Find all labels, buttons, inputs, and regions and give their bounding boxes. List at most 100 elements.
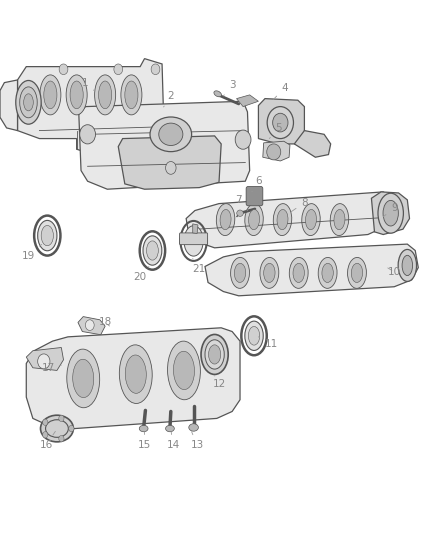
Ellipse shape: [125, 355, 146, 393]
Polygon shape: [294, 131, 331, 157]
Ellipse shape: [234, 263, 246, 282]
Text: 21: 21: [193, 259, 206, 274]
Ellipse shape: [167, 341, 201, 400]
Ellipse shape: [40, 75, 61, 115]
Circle shape: [69, 425, 74, 432]
Circle shape: [85, 320, 94, 330]
Text: 10: 10: [388, 267, 401, 277]
Ellipse shape: [305, 209, 317, 230]
Polygon shape: [237, 95, 258, 107]
Ellipse shape: [73, 359, 94, 398]
Ellipse shape: [159, 123, 183, 146]
Circle shape: [59, 415, 64, 422]
Ellipse shape: [230, 257, 250, 288]
Ellipse shape: [216, 204, 235, 236]
Ellipse shape: [347, 257, 367, 288]
Polygon shape: [371, 192, 410, 235]
Polygon shape: [118, 136, 221, 189]
FancyBboxPatch shape: [246, 187, 263, 206]
Circle shape: [80, 125, 95, 144]
Polygon shape: [258, 99, 304, 144]
Ellipse shape: [245, 204, 263, 236]
Ellipse shape: [66, 75, 87, 115]
Ellipse shape: [99, 81, 112, 109]
Ellipse shape: [334, 209, 345, 230]
Circle shape: [42, 419, 48, 425]
Ellipse shape: [248, 209, 260, 230]
Ellipse shape: [318, 257, 337, 288]
Ellipse shape: [150, 117, 192, 152]
Text: 7: 7: [235, 195, 247, 211]
Circle shape: [38, 354, 50, 369]
Ellipse shape: [125, 81, 138, 109]
Polygon shape: [193, 224, 198, 233]
Ellipse shape: [201, 335, 228, 374]
Circle shape: [166, 161, 176, 174]
Ellipse shape: [20, 87, 37, 118]
Ellipse shape: [205, 340, 224, 369]
Ellipse shape: [264, 263, 275, 282]
Circle shape: [42, 432, 48, 438]
Ellipse shape: [383, 200, 399, 226]
Polygon shape: [26, 348, 64, 370]
Ellipse shape: [146, 241, 158, 260]
Ellipse shape: [40, 415, 74, 442]
Ellipse shape: [378, 193, 403, 233]
Circle shape: [235, 130, 251, 149]
Ellipse shape: [16, 80, 41, 124]
Ellipse shape: [260, 257, 279, 288]
Polygon shape: [263, 141, 290, 161]
Ellipse shape: [121, 75, 142, 115]
Text: 8: 8: [291, 198, 308, 212]
Polygon shape: [186, 192, 394, 248]
Ellipse shape: [330, 204, 349, 236]
Ellipse shape: [237, 210, 244, 216]
Text: 13: 13: [191, 432, 204, 450]
Ellipse shape: [302, 204, 320, 236]
Text: 3: 3: [223, 80, 236, 96]
Ellipse shape: [398, 249, 417, 281]
Text: 17: 17: [42, 363, 61, 373]
Ellipse shape: [184, 226, 203, 256]
Circle shape: [151, 64, 160, 75]
Text: 20: 20: [134, 266, 149, 282]
Polygon shape: [78, 317, 105, 335]
Text: 15: 15: [138, 432, 151, 450]
Ellipse shape: [173, 351, 194, 390]
Text: 2: 2: [163, 91, 174, 107]
Polygon shape: [205, 244, 418, 296]
Circle shape: [59, 64, 68, 75]
FancyBboxPatch shape: [180, 233, 208, 245]
Ellipse shape: [44, 81, 57, 109]
Ellipse shape: [214, 91, 222, 97]
Ellipse shape: [402, 255, 413, 276]
Text: 19: 19: [22, 244, 42, 261]
Ellipse shape: [245, 321, 263, 351]
Ellipse shape: [220, 209, 231, 230]
Ellipse shape: [38, 221, 57, 251]
Circle shape: [59, 435, 64, 442]
Ellipse shape: [95, 75, 116, 115]
Ellipse shape: [70, 81, 83, 109]
Ellipse shape: [67, 349, 100, 408]
Ellipse shape: [273, 204, 292, 236]
Ellipse shape: [119, 345, 152, 403]
Text: 16: 16: [39, 431, 55, 450]
Ellipse shape: [166, 425, 174, 432]
Ellipse shape: [139, 425, 148, 432]
Text: 12: 12: [212, 376, 226, 389]
Text: 11: 11: [258, 337, 278, 349]
Polygon shape: [26, 328, 240, 429]
Ellipse shape: [277, 209, 288, 230]
Ellipse shape: [24, 94, 33, 111]
Text: 1: 1: [82, 78, 94, 91]
Polygon shape: [0, 80, 18, 131]
Text: 18: 18: [99, 318, 112, 327]
Ellipse shape: [289, 257, 308, 288]
Polygon shape: [79, 101, 250, 189]
Polygon shape: [18, 59, 164, 155]
Ellipse shape: [351, 263, 363, 282]
Ellipse shape: [208, 345, 221, 364]
Ellipse shape: [41, 225, 53, 246]
Ellipse shape: [322, 263, 333, 282]
